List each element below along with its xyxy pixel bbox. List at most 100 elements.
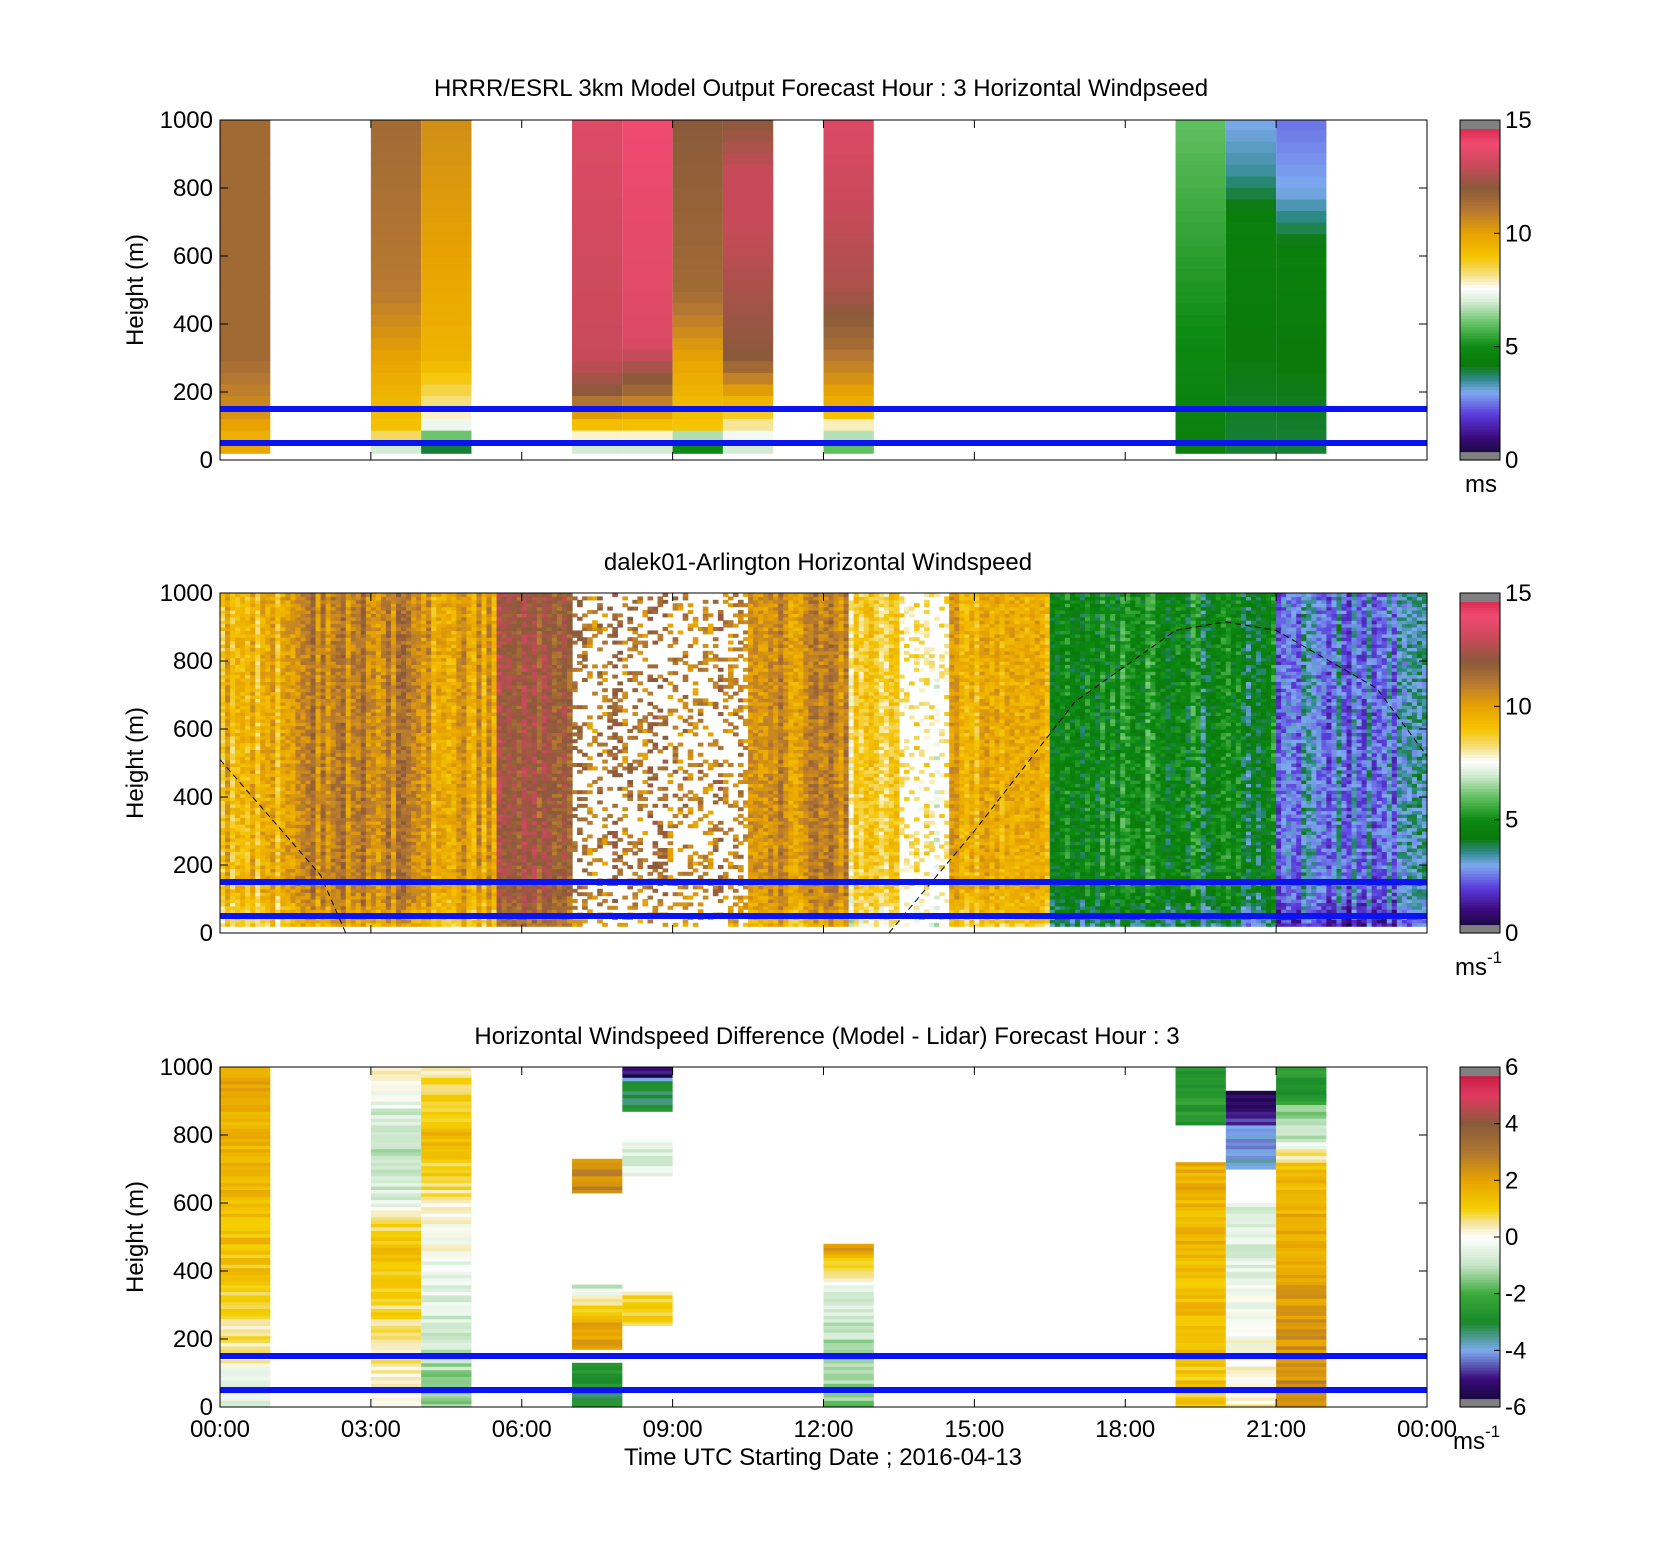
heatmap-cell: [290, 603, 297, 608]
heatmap-cell: [380, 688, 387, 693]
heatmap-cell: [355, 861, 362, 866]
heatmap-cell: [330, 854, 337, 859]
heatmap-cell: [572, 395, 623, 408]
heatmap-cell: [250, 647, 256, 652]
heatmap-cell: [320, 807, 327, 812]
heatmap-cell: [401, 759, 407, 764]
heatmap-cell: [300, 793, 307, 798]
heatmap-cell: [360, 732, 367, 737]
heatmap-cell: [672, 326, 723, 339]
heatmap-cell: [310, 871, 317, 876]
heatmap-cell: [255, 705, 261, 710]
heatmap-cell: [411, 718, 417, 723]
heatmap-cell: [622, 279, 673, 292]
heatmap-cell: [411, 807, 417, 812]
heatmap-cell: [375, 766, 382, 771]
heatmap-cell: [416, 678, 422, 682]
heatmap-cell: [436, 759, 442, 764]
heatmap-cell: [295, 756, 302, 761]
heatmap-cell: [446, 871, 452, 876]
heatmap-cell: [300, 610, 307, 614]
heatmap-cell: [245, 664, 251, 669]
heatmap-cell: [285, 759, 292, 764]
heatmap-cell: [375, 705, 382, 710]
heatmap-cell: [255, 776, 261, 781]
heatmap-cell: [240, 633, 246, 638]
heatmap-cell: [300, 905, 307, 910]
colorbar-cell: [1460, 120, 1500, 124]
heatmap-cell: [370, 790, 377, 795]
heatmap-cell: [235, 824, 241, 829]
heatmap-cell: [431, 756, 437, 761]
heatmap-cell: [325, 725, 332, 730]
heatmap-cell: [436, 603, 442, 608]
colorbar-cell: [1460, 326, 1500, 331]
heatmap-cell: [280, 773, 286, 778]
heatmap-cell: [375, 780, 382, 784]
colorbar-cell: [1460, 193, 1500, 198]
heatmap-cell: [315, 684, 322, 689]
heatmap-cell: [345, 613, 352, 618]
heatmap-cell: [295, 905, 302, 910]
heatmap-cell: [375, 647, 382, 652]
heatmap-cell: [416, 722, 422, 727]
heatmap-cell: [1175, 326, 1226, 339]
heatmap-cell: [365, 623, 372, 628]
heatmap-cell: [446, 691, 452, 696]
heatmap-cell: [360, 637, 367, 642]
heatmap-cell: [406, 803, 412, 808]
heatmap-cell: [426, 871, 432, 876]
heatmap-cell: [722, 120, 774, 131]
heatmap-cell: [270, 824, 276, 829]
heatmap-cell: [225, 698, 231, 703]
heatmap-cell: [300, 868, 307, 873]
heatmap-cell: [340, 708, 347, 713]
heatmap-cell: [411, 667, 417, 672]
heatmap-cell: [270, 661, 276, 665]
heatmap-cell: [290, 742, 297, 747]
heatmap-cell: [220, 633, 226, 638]
heatmap-cell: [441, 603, 447, 608]
heatmap-cell: [320, 766, 327, 771]
heatmap-cell: [265, 650, 271, 655]
heatmap-cell: [396, 681, 402, 686]
heatmap-cell: [360, 695, 367, 699]
heatmap-cell: [375, 684, 382, 689]
heatmap-cell: [426, 756, 432, 761]
heatmap-cell: [310, 820, 317, 825]
heatmap-cell: [426, 810, 432, 815]
heatmap-cell: [406, 807, 412, 812]
heatmap-cell: [255, 895, 261, 900]
heatmap-cell: [280, 596, 286, 601]
heatmap-cell: [320, 606, 327, 611]
heatmap-cell: [335, 800, 342, 805]
heatmap-cell: [310, 899, 317, 903]
heatmap-cell: [290, 620, 297, 625]
heatmap-cell: [446, 732, 452, 737]
heatmap-cell: [290, 851, 297, 856]
heatmap-cell: [436, 725, 442, 730]
heatmap-cell: [315, 776, 322, 781]
heatmap-cell: [255, 766, 261, 771]
heatmap-cell: [290, 637, 297, 642]
heatmap-cell: [240, 865, 246, 869]
heatmap-cell: [280, 715, 286, 720]
heatmap-cell: [406, 773, 412, 778]
heatmap-cell: [436, 718, 442, 723]
heatmap-cell: [416, 657, 422, 662]
heatmap-cell: [275, 807, 281, 812]
heatmap-cell: [426, 892, 432, 897]
heatmap-cell: [220, 372, 271, 385]
heatmap-cell: [426, 841, 432, 846]
heatmap-cell: [295, 712, 302, 716]
heatmap-cell: [325, 858, 332, 863]
colorbar-cell: [1460, 448, 1500, 453]
heatmap-cell: [235, 773, 241, 778]
heatmap-cell: [441, 875, 447, 880]
heatmap-cell: [320, 756, 327, 761]
heatmap-cell: [315, 742, 322, 747]
heatmap-cell: [431, 780, 437, 784]
heatmap-cell: [250, 725, 256, 730]
heatmap-cell: [375, 824, 382, 829]
heatmap-cell: [426, 650, 432, 655]
